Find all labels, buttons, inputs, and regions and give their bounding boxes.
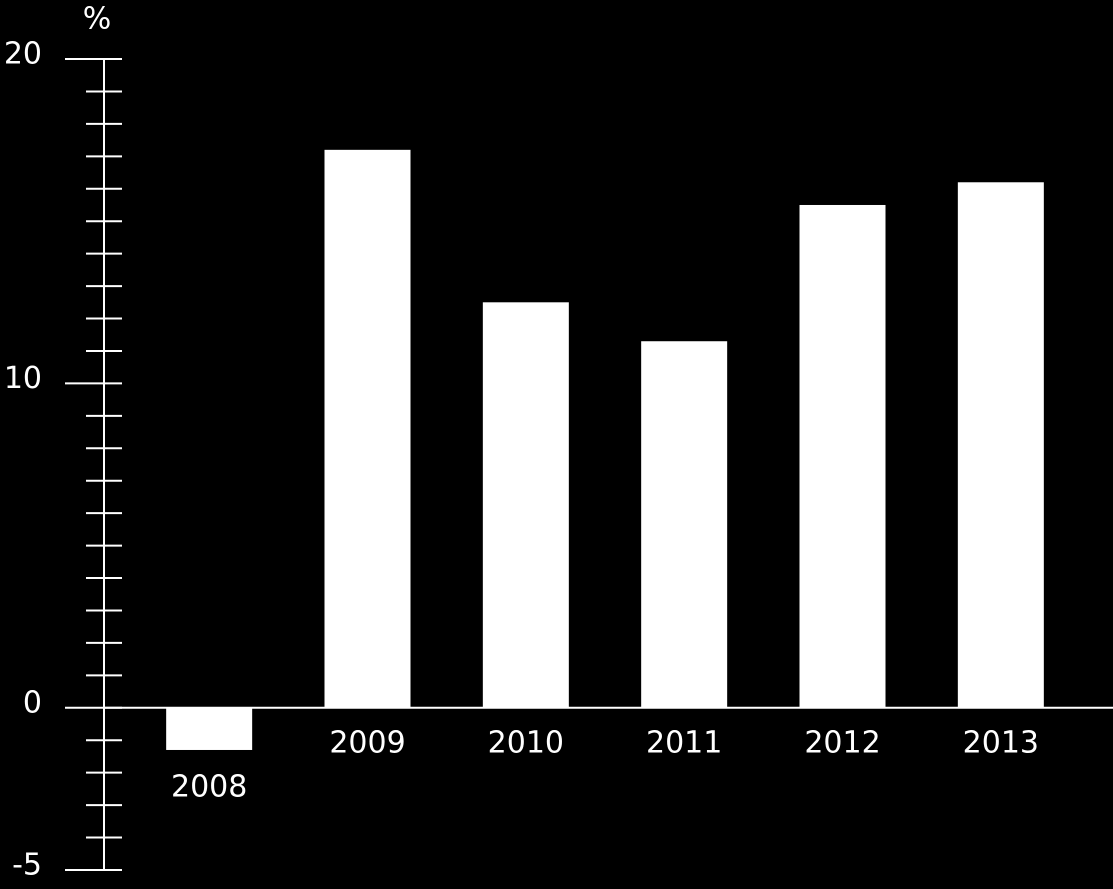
y-tick-label: 20 xyxy=(4,37,42,72)
x-tick-label: 2009 xyxy=(329,725,405,760)
bar xyxy=(324,149,411,708)
bar xyxy=(957,182,1044,708)
y-axis-label: % xyxy=(83,2,112,37)
x-tick-label: 2013 xyxy=(963,725,1039,760)
x-tick-label: 2010 xyxy=(488,725,564,760)
y-tick-label: 10 xyxy=(4,361,42,396)
bar xyxy=(482,302,569,708)
y-tick-label: 0 xyxy=(23,685,42,720)
y-tick-label: -5 xyxy=(12,848,42,883)
x-tick-label: 2011 xyxy=(646,725,722,760)
x-tick-label: 2008 xyxy=(171,769,247,804)
bar xyxy=(641,341,728,708)
x-tick-label: 2012 xyxy=(804,725,880,760)
bar xyxy=(166,707,253,750)
bar xyxy=(799,204,886,708)
